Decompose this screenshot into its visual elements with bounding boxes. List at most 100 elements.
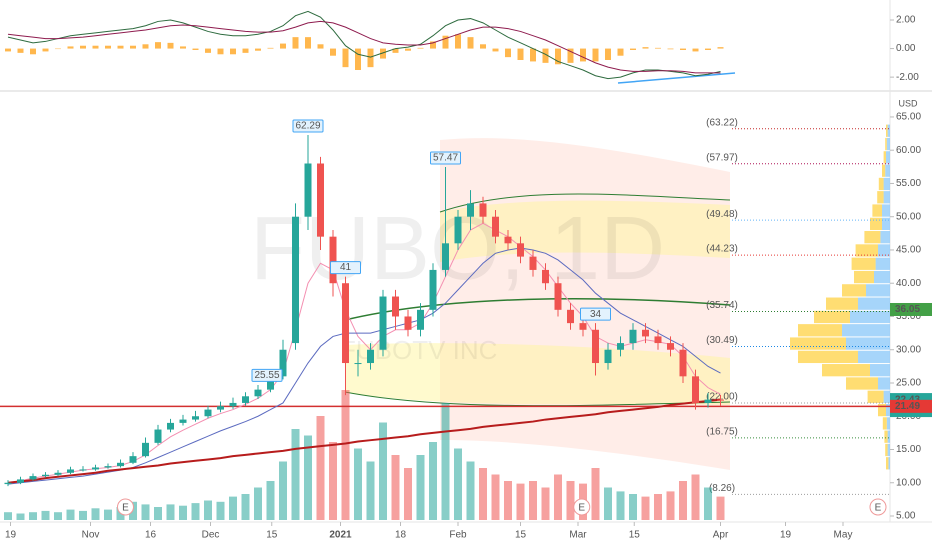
volume-bar: [591, 468, 600, 520]
candle-body: [4, 482, 12, 485]
volume-bar: [629, 494, 637, 520]
candle-body: [267, 376, 274, 390]
earnings-marker: [117, 498, 134, 516]
macd-histogram: [367, 48, 374, 68]
volume-profile-up: [870, 364, 890, 377]
candle-body: [667, 343, 674, 350]
volume-bar: [416, 455, 425, 520]
volume-bar: [254, 487, 262, 520]
volume-bar: [404, 468, 412, 520]
volume-bar: [141, 504, 150, 520]
candle-body: [142, 442, 149, 457]
y-tick-label: 25.00: [896, 378, 921, 389]
macd-histogram: [130, 45, 136, 49]
fib-label: (44.23): [706, 244, 738, 255]
macd-macd: [7, 10, 721, 80]
price-label-box: [292, 119, 324, 133]
fib-label: (16.75): [706, 426, 738, 437]
volume-profile-up: [875, 257, 890, 270]
macd-histogram: [242, 48, 249, 53]
price-label: 34: [590, 309, 602, 320]
volume-profile-up: [882, 217, 890, 231]
candle-body: [154, 429, 162, 443]
macd-histogram: [5, 48, 11, 52]
candle-body: [92, 467, 99, 470]
macd-histogram: [567, 48, 574, 63]
volume-profile-down: [885, 137, 887, 151]
price-label-box: [580, 307, 611, 321]
macd-histogram: [305, 37, 311, 49]
fib-label: (49.48): [706, 209, 738, 220]
volume-profile-up: [883, 390, 890, 403]
macd-histogram: [467, 37, 474, 49]
candle-body: [592, 329, 599, 364]
earnings-label: E: [122, 503, 129, 514]
candle-body: [642, 329, 649, 337]
macd-histogram: [192, 48, 199, 50]
candle-body: [604, 349, 612, 364]
volume-bar: [216, 501, 225, 520]
x-tick-label: 2021: [329, 530, 352, 541]
macd-histogram: [555, 48, 561, 65]
y-tick-label: 5.00: [896, 511, 916, 522]
volume-profile-down: [855, 244, 878, 257]
x-tick-label: 18: [395, 530, 407, 541]
volume-profile-up: [842, 324, 890, 337]
x-tick-label: Nov: [82, 530, 100, 541]
macd-y-tick-label: -2.00: [896, 72, 919, 83]
candle-body: [717, 399, 724, 401]
volume-profile-down: [851, 257, 876, 270]
volume-bar: [191, 503, 200, 520]
candle-body: [417, 309, 424, 330]
x-tick-label: May: [834, 530, 853, 541]
volume-profile-down: [878, 177, 884, 191]
y-tick-label: 55.00: [896, 178, 921, 189]
vwap-band-inner: [440, 200, 730, 262]
candle-body: [254, 389, 262, 397]
macd-histogram: [355, 48, 361, 70]
price-tag: [890, 399, 932, 413]
macd-signal: [7, 20, 721, 74]
candle-body: [617, 343, 624, 350]
volume-profile-down: [798, 324, 842, 337]
fib-label: (30.49): [706, 335, 738, 346]
volume-bar: [466, 461, 475, 520]
x-tick-label: 19: [5, 530, 17, 541]
candle-body: [629, 329, 637, 344]
volume-profile-down: [872, 204, 882, 217]
macd-histogram: [405, 48, 411, 51]
volume-profile-up: [888, 457, 890, 470]
volume-profile-up: [874, 270, 890, 284]
candle-body: [329, 236, 337, 284]
y-tick-label: 65.00: [896, 112, 921, 123]
candle-body: [579, 323, 587, 330]
volume-bar: [316, 416, 325, 520]
candle-body: [129, 456, 137, 463]
volume-bar: [179, 505, 187, 520]
volume-bar: [366, 461, 375, 520]
candle-body: [429, 269, 437, 310]
vwap-band-lower: [345, 343, 730, 405]
volume-profile-up: [858, 297, 890, 310]
x-tick-label: Dec: [202, 530, 220, 541]
candle-body: [392, 296, 399, 317]
volume-profile-down: [826, 297, 858, 310]
fib-label: (57.97): [706, 152, 738, 163]
candle-body: [529, 256, 537, 270]
candle-body: [17, 479, 24, 483]
macd-histogram: [492, 48, 499, 52]
volume-profile-up: [882, 204, 890, 217]
volume-profile-up: [887, 443, 890, 457]
candle-body: [704, 399, 712, 403]
volume-bar: [154, 507, 162, 520]
x-tick-label: 15: [515, 530, 527, 541]
volume-bar: [529, 481, 537, 520]
macd-histogram: [30, 48, 36, 55]
x-tick-label: Feb: [449, 530, 467, 541]
macd-histogram: [667, 48, 674, 50]
y-tick-label: 50.00: [896, 211, 921, 222]
volume-profile-up: [850, 310, 890, 324]
macd-histogram: [417, 47, 424, 49]
volume-bar: [566, 481, 575, 520]
